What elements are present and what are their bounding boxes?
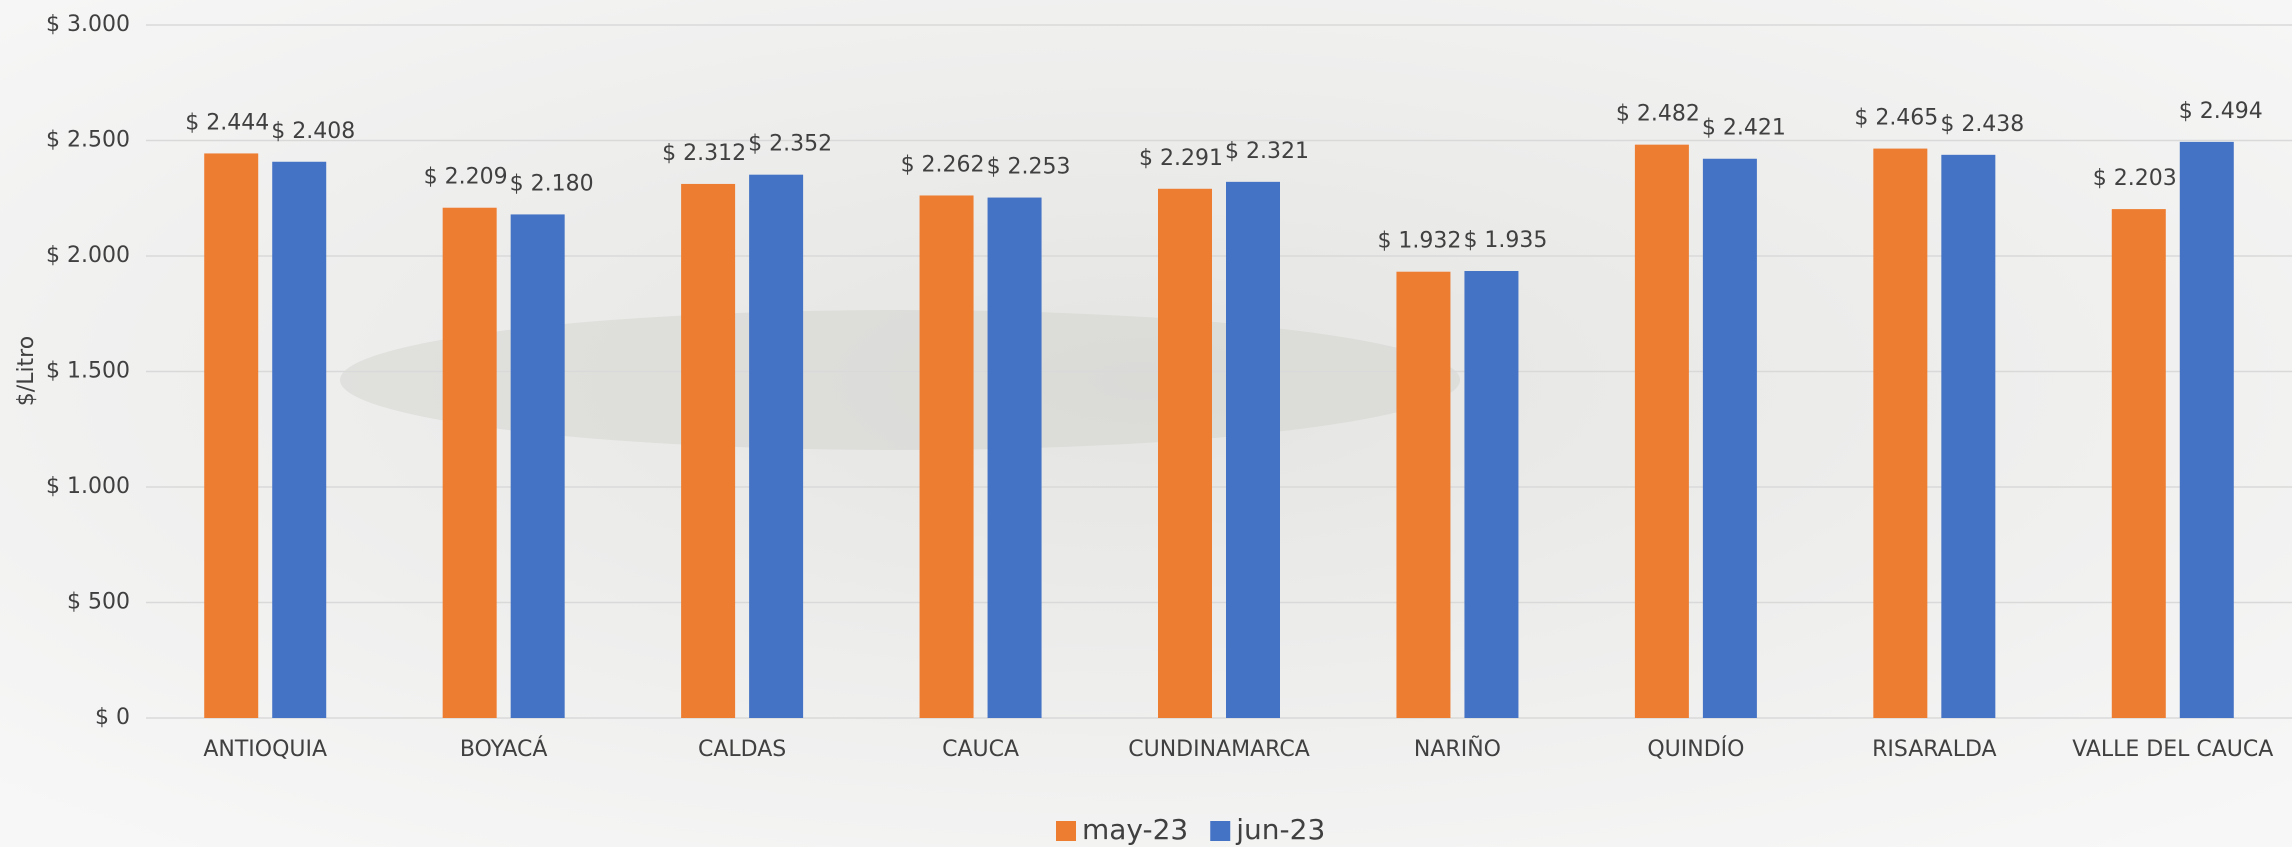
legend-label: may-23 (1082, 813, 1188, 846)
bar (988, 198, 1042, 718)
value-label: $ 2.465 (1854, 106, 1938, 131)
bar (920, 195, 974, 718)
bar (1396, 272, 1450, 718)
bar (443, 208, 497, 718)
value-label: $ 2.312 (662, 141, 746, 166)
legend-label: jun-23 (1235, 813, 1325, 846)
bar (2180, 142, 2234, 718)
value-label: $ 2.262 (901, 152, 985, 177)
background-shape (340, 310, 1460, 450)
bar (272, 162, 326, 718)
y-axis-label: $/Litro (14, 336, 39, 406)
bar (1226, 182, 1280, 718)
bar (204, 153, 258, 718)
x-tick-label: RISARALDA (1872, 737, 1997, 762)
value-label: $ 2.291 (1139, 146, 1223, 171)
value-label: $ 2.444 (185, 110, 269, 135)
y-tick-label: $ 3.000 (46, 12, 130, 37)
bar (1873, 149, 1927, 718)
x-tick-label: CAUCA (942, 737, 1019, 762)
value-label: $ 2.253 (987, 155, 1071, 180)
legend-swatch (1056, 821, 1076, 841)
value-label: $ 1.935 (1463, 228, 1547, 253)
value-label: $ 2.352 (748, 132, 832, 157)
value-label: $ 2.494 (2179, 99, 2263, 124)
value-label: $ 2.408 (271, 119, 355, 144)
y-tick-label: $ 1.500 (46, 359, 130, 384)
bar (749, 175, 803, 718)
bar (1635, 145, 1689, 718)
x-tick-label: NARIÑO (1414, 735, 1501, 762)
y-tick-label: $ 2.000 (46, 243, 130, 268)
bar (2112, 209, 2166, 718)
x-tick-label: CALDAS (698, 737, 786, 762)
value-label: $ 2.438 (1940, 112, 2024, 137)
bar (681, 184, 735, 718)
legend-swatch (1210, 821, 1230, 841)
bar (1158, 189, 1212, 718)
chart: $/Litro $ 0 $ 500 $ 1.000 $ 1.500 $ 2.000 $ 2… (0, 0, 2292, 847)
y-tick-label: $ 0 (95, 705, 130, 730)
value-label: $ 2.180 (510, 171, 594, 196)
y-tick-label: $ 1.000 (46, 474, 130, 499)
value-label: $ 2.421 (1702, 116, 1786, 141)
bar (1941, 155, 1995, 718)
value-label: $ 2.209 (424, 165, 508, 190)
x-tick-label: ANTIOQUIA (203, 737, 327, 762)
bar (511, 214, 565, 718)
bar (1703, 159, 1757, 718)
y-tick-label: $ 500 (67, 590, 130, 615)
y-tick-label: $ 2.500 (46, 128, 130, 153)
x-tick-label: BOYACÁ (460, 736, 548, 762)
value-label: $ 2.482 (1616, 102, 1700, 127)
value-label: $ 2.321 (1225, 139, 1309, 164)
bar (1464, 271, 1518, 718)
value-label: $ 2.203 (2093, 166, 2177, 191)
x-tick-label: VALLE DEL CAUCA (2072, 737, 2273, 762)
value-label: $ 1.932 (1377, 229, 1461, 254)
x-tick-label: CUNDINAMARCA (1128, 737, 1310, 762)
x-tick-label: QUINDÍO (1647, 736, 1744, 762)
